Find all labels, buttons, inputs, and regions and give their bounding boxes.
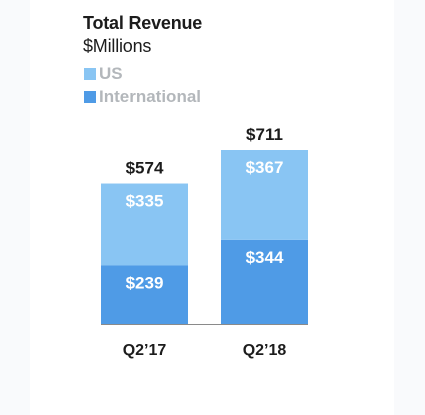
legend-swatch-international [84, 90, 96, 103]
data-label-us-1: $335 [126, 192, 164, 211]
legend-item-us: US [84, 62, 201, 85]
legend-label-us: US [99, 63, 123, 83]
bar-us-1 [101, 183, 188, 266]
legend: US International [84, 62, 201, 108]
data-label-international-2: $344 [246, 248, 284, 267]
x-tick-label-1: Q2’17 [123, 342, 167, 359]
x-tick-label-2: Q2’18 [243, 342, 287, 359]
legend-label-international: International [99, 86, 202, 106]
legend-swatch-us [84, 67, 96, 80]
total-label-1: $574 [126, 159, 164, 178]
bar-international-2 [221, 239, 308, 324]
total-label-2: $711 [246, 125, 283, 144]
legend-item-international: International [84, 85, 201, 108]
data-label-international-1: $239 [126, 274, 164, 293]
bar-international-1 [101, 265, 188, 324]
chart-title: Total Revenue [83, 13, 203, 33]
chart-subtitle: $Millions [83, 36, 152, 56]
bar-us-2 [221, 150, 308, 240]
data-label-us-2: $367 [246, 158, 284, 177]
